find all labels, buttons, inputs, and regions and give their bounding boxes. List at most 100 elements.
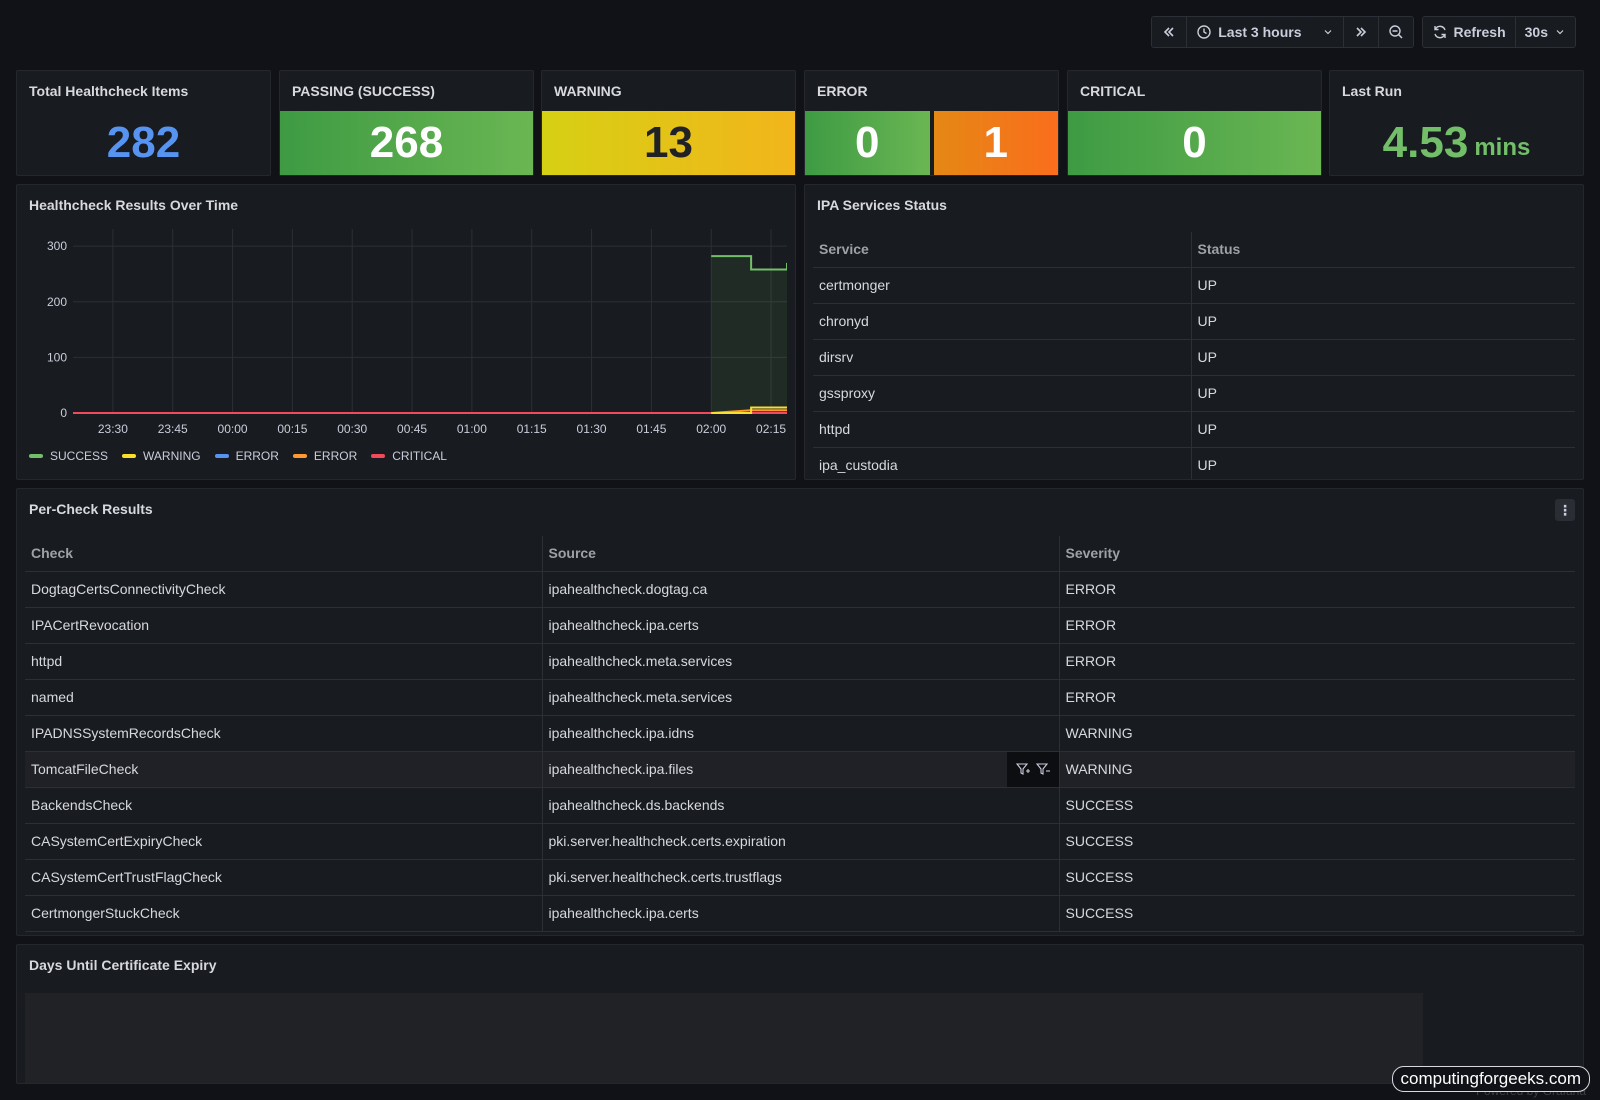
column-header-check[interactable]: Check — [25, 536, 542, 572]
y-tick-label: 0 — [60, 406, 67, 420]
chevron-down-icon — [1324, 30, 1331, 35]
table-row[interactable]: certmonger UP — [813, 267, 1575, 304]
check-source-cell: pki.server.healthcheck.certs.expiration — [541, 823, 1059, 860]
time-forward-button[interactable] — [1343, 17, 1379, 47]
check-severity-cell: WARNING — [1058, 715, 1575, 752]
table-row[interactable]: ipa_custodia UP — [813, 447, 1575, 479]
x-tick-label: 01:30 — [577, 422, 607, 435]
table-row[interactable]: IPACertRevocation ipahealthcheck.ipa.cert… — [25, 607, 1575, 644]
panel-title: Last Run — [1342, 83, 1402, 99]
column-header-status[interactable]: Status — [1190, 232, 1575, 268]
refresh-group: Refresh 30s — [1421, 16, 1576, 48]
cert-expiry-panel[interactable]: Days Until Certificate Expiry — [16, 944, 1584, 1084]
series-line-warning[interactable] — [711, 406, 787, 414]
table-row[interactable]: CertmongerStuckCheck ipahealthcheck.ipa.c… — [25, 895, 1575, 932]
check-source-cell: ipahealthcheck.meta.services — [541, 679, 1059, 716]
service-name-cell: httpd — [813, 411, 1191, 448]
panel-title: WARNING — [554, 83, 622, 99]
legend-label: SUCCESS — [50, 449, 109, 463]
time-controls: Last 3 hours Refresh 30s — [1151, 16, 1576, 48]
stat-critical-panel[interactable]: CRITICAL 0 — [1067, 70, 1322, 176]
x-tick-label: 00:15 — [277, 422, 307, 435]
check-name-cell: CASystemCertTrustFlagCheck — [25, 859, 542, 896]
check-source-cell: ipahealthcheck.meta.services — [541, 643, 1059, 680]
table-row[interactable]: TomcatFileCheck ipahealthcheck.ipa.files W… — [25, 751, 1575, 788]
legend-item[interactable]: ERROR — [214, 449, 279, 463]
zoom-out-icon — [1388, 25, 1403, 39]
check-name-cell: named — [25, 679, 542, 716]
table-row[interactable]: gssproxy UP — [813, 375, 1575, 412]
stat-total-value: 282 — [106, 118, 181, 167]
legend-label: ERROR — [313, 449, 358, 463]
stat-last-run-unit: mins — [1474, 134, 1531, 161]
per-check-panel[interactable]: Per-Check Results ⋮ Check Source Severit… — [16, 488, 1584, 936]
table-row[interactable]: CASystemCertTrustFlagCheck pki.server.hea… — [25, 859, 1575, 896]
panel-title: IPA Services Status — [817, 197, 947, 213]
legend-item[interactable]: ERROR — [292, 449, 358, 463]
x-tick-label: 00:00 — [218, 422, 248, 435]
column-header-severity[interactable]: Severity — [1058, 536, 1575, 572]
x-tick-label: 00:30 — [337, 422, 367, 435]
check-source-cell: pki.server.healthcheck.certs.trustflags — [541, 859, 1059, 896]
table-row[interactable]: dirsrv UP — [813, 339, 1575, 376]
x-tick-label: 23:45 — [158, 422, 188, 435]
cell-filter-actions — [1006, 751, 1059, 787]
x-tick-label: 02:15 — [756, 422, 786, 435]
results-chart[interactable]: 23:30 23:45 00:00 00:15 00:30 00:45 01:00 01:15… — [27, 225, 787, 435]
services-status-panel[interactable]: IPA Services Status Service Status certm… — [804, 184, 1584, 480]
results-over-time-panel[interactable]: Healthcheck Results Over Time 23:30 23:45… — [16, 184, 796, 480]
legend-label: CRITICAL — [392, 449, 447, 463]
refresh-button[interactable]: Refresh — [1422, 17, 1516, 47]
stat-total-panel[interactable]: Total Healthcheck Items 282 — [16, 70, 271, 176]
table-row[interactable]: httpd UP — [813, 411, 1575, 448]
stat-error-panel[interactable]: ERROR 0 1 — [804, 70, 1059, 176]
check-severity-cell: ERROR — [1058, 643, 1575, 680]
check-name-cell: DogtagCertsConnectivityCheck — [25, 571, 542, 608]
legend-item[interactable]: SUCCESS — [29, 449, 108, 463]
check-name-cell: CertmongerStuckCheck — [25, 895, 542, 932]
stat-warning-value: 13 — [542, 111, 795, 175]
service-status-cell: UP — [1190, 375, 1575, 412]
service-name-cell: gssproxy — [813, 375, 1191, 412]
series-area-success — [711, 256, 787, 413]
table-row[interactable]: httpd ipahealthcheck.meta.services ERROR — [25, 643, 1575, 680]
time-range-picker[interactable]: Last 3 hours — [1187, 17, 1344, 47]
table-row[interactable]: DogtagCertsConnectivityCheck ipahealthche… — [25, 571, 1575, 608]
check-severity-cell: WARNING — [1058, 751, 1575, 788]
check-severity-cell: ERROR — [1058, 607, 1575, 644]
filter-minus-icon[interactable] — [1035, 762, 1050, 776]
zoom-out-button[interactable] — [1378, 17, 1413, 47]
clock-icon — [1197, 25, 1211, 39]
check-name-cell: TomcatFileCheck — [25, 751, 542, 788]
legend-item[interactable]: CRITICAL — [371, 449, 447, 463]
stat-last-run-panel[interactable]: Last Run 4.53 mins — [1329, 70, 1584, 176]
table-row[interactable]: chronyd UP — [813, 303, 1575, 340]
x-tick-label: 01:15 — [517, 422, 547, 435]
table-row[interactable]: IPADNSSystemRecordsCheck ipahealthcheck.i… — [25, 715, 1575, 752]
refresh-interval-picker[interactable]: 30s — [1515, 17, 1575, 47]
time-back-button[interactable] — [1152, 17, 1188, 47]
refresh-interval-label: 30s — [1524, 24, 1548, 40]
table-row[interactable]: named ipahealthcheck.meta.services ERROR — [25, 679, 1575, 716]
stat-error-value-2: 1 — [933, 111, 1058, 175]
table-row[interactable]: CASystemCertExpiryCheck pki.server.health… — [25, 823, 1575, 860]
check-severity-cell: ERROR — [1058, 679, 1575, 716]
filter-plus-icon[interactable] — [1015, 762, 1030, 776]
series-line-success[interactable] — [711, 255, 787, 271]
column-header-source[interactable]: Source — [541, 536, 1059, 572]
table-row[interactable]: BackendsCheck ipahealthcheck.ds.backends S… — [25, 787, 1575, 824]
legend-item[interactable]: WARNING — [122, 449, 201, 463]
column-header-service[interactable]: Service — [813, 232, 1191, 268]
check-name-cell: IPADNSSystemRecordsCheck — [25, 715, 542, 752]
stat-passing-panel[interactable]: PASSING (SUCCESS) 268 — [279, 70, 534, 176]
time-range-group: Last 3 hours — [1151, 16, 1414, 48]
stat-warning-panel[interactable]: WARNING 13 — [541, 70, 796, 176]
service-status-cell: UP — [1190, 447, 1575, 479]
double-chevron-left-icon — [1164, 27, 1174, 37]
stat-last-run: 4.53 mins — [1330, 111, 1583, 175]
panel-menu-button[interactable]: ⋮ — [1555, 499, 1575, 521]
legend-swatch — [292, 454, 307, 458]
stat-critical-value: 0 — [1068, 111, 1321, 175]
double-chevron-right-icon — [1355, 27, 1366, 37]
legend-swatch — [214, 454, 229, 458]
